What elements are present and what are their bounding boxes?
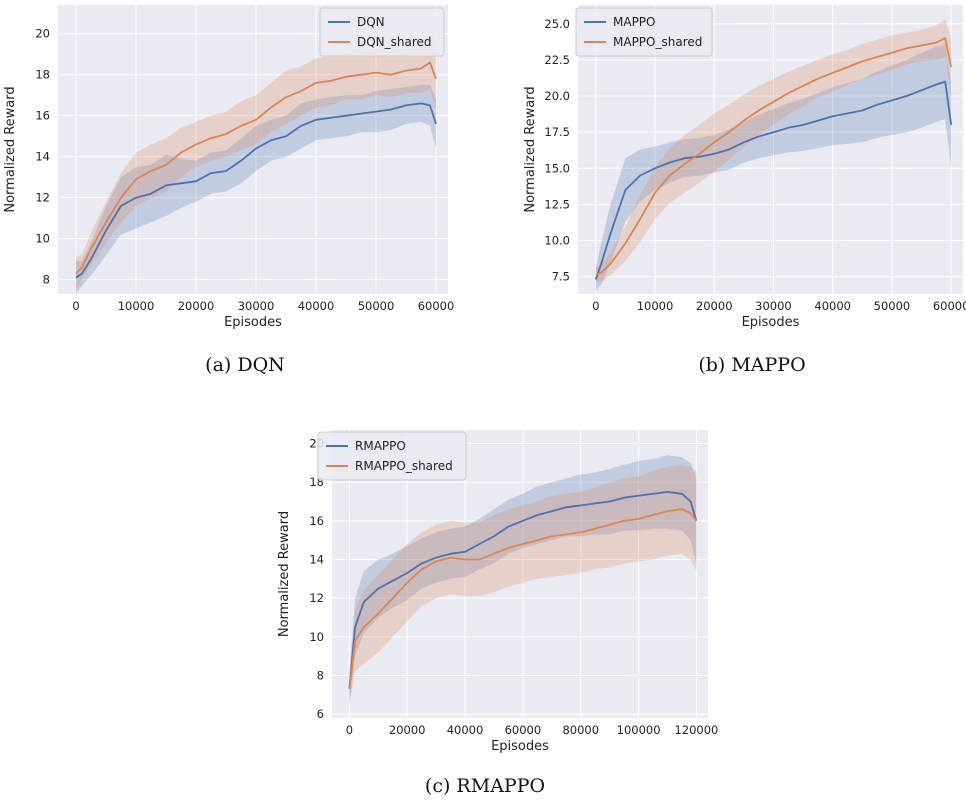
y-tick-label: 25.0 — [544, 17, 570, 31]
panel-rmappo: 0 20000 40000 60000 80000 100000 120000 6 8 10 12 1… — [260, 420, 720, 768]
y-tick-label: 14 — [309, 553, 324, 567]
x-tick-label: 40000 — [447, 723, 484, 737]
x-tick-label: 40000 — [298, 299, 335, 313]
y-tick-label: 7.5 — [552, 270, 570, 284]
x-tick-label: 20000 — [389, 723, 426, 737]
chart-mappo: 0 10000 20000 30000 40000 50000 60000 7.5 10.0 12… — [523, 5, 966, 330]
x-tick-label: 40000 — [814, 299, 851, 313]
y-tick-label: 22.5 — [544, 53, 570, 67]
y-axis-label: Normalized Reward — [3, 86, 18, 212]
legend-box — [319, 7, 445, 57]
x-tick-label: 80000 — [562, 723, 599, 737]
x-axis-label: Episodes — [491, 739, 549, 754]
series-band-MAPPO — [595, 44, 952, 292]
y-tick-label: 16 — [35, 109, 50, 123]
legend-box — [575, 7, 713, 57]
y-tick-label: 17.5 — [544, 125, 570, 139]
x-tick-label: 10000 — [637, 299, 674, 313]
caption-rmappo: (c) RMAPPO — [424, 775, 546, 797]
y-tick-label: 10 — [35, 232, 50, 246]
y-axis-label: Normalized Reward — [277, 511, 292, 637]
y-tick-label: 10.0 — [544, 234, 570, 248]
y-tick-label: 15.0 — [544, 161, 570, 175]
series-line-RMAPPO_shared — [348, 508, 698, 690]
y-tick-label: 8 — [43, 273, 50, 287]
series-band-DQN — [76, 84, 436, 295]
x-tick-label: 120000 — [674, 723, 718, 737]
legend-label: MAPPO — [613, 15, 655, 29]
series-band-RMAPPO — [349, 455, 697, 705]
x-tick-label: 30000 — [755, 299, 792, 313]
x-tick-label: 20000 — [696, 299, 733, 313]
caption-dqn: (a) DQN — [205, 354, 285, 376]
x-tick-label: 30000 — [238, 299, 275, 313]
chart-dqn: 0 10000 20000 30000 40000 50000 60000 8 10 12 14 16… — [3, 5, 455, 330]
y-tick-label: 16 — [309, 514, 324, 528]
x-tick-label: 50000 — [358, 299, 395, 313]
x-tick-label: 60000 — [505, 723, 542, 737]
y-tick-label: 12 — [35, 191, 50, 205]
x-tick-label: 0 — [346, 723, 353, 737]
caption-mappo: (b) MAPPO — [698, 354, 806, 376]
y-tick-label: 6 — [317, 707, 324, 721]
series-line-MAPPO — [594, 80, 953, 280]
y-tick-label: 20 — [35, 27, 50, 41]
chart-rmappo: 0 20000 40000 60000 80000 100000 120000 6 8 10 12 1… — [277, 430, 718, 754]
legend-label: RMAPPO_shared — [355, 459, 453, 473]
series-band-DQN_shared — [76, 35, 436, 290]
legend-box — [317, 431, 467, 481]
legend-label: DQN — [357, 15, 385, 29]
y-tick-label: 18 — [35, 68, 50, 82]
x-axis-label: Episodes — [742, 315, 800, 330]
y-tick-label: 14 — [35, 150, 50, 164]
x-tick-label: 50000 — [874, 299, 911, 313]
y-tick-label: 20.0 — [544, 89, 570, 103]
legend-label: DQN_shared — [357, 35, 432, 49]
x-tick-label: 10000 — [118, 299, 155, 313]
y-tick-label: 10 — [309, 630, 324, 644]
y-axis-label: Normalized Reward — [523, 86, 538, 212]
x-tick-label: 60000 — [933, 299, 966, 313]
series-line-MAPPO_shared — [595, 37, 953, 277]
y-tick-label: 12.5 — [544, 197, 570, 211]
legend-label: MAPPO_shared — [613, 35, 702, 49]
series-line-RMAPPO — [348, 491, 698, 690]
panel-dqn: 0 10000 20000 30000 40000 50000 60000 8 10 12 14 16… — [0, 0, 460, 345]
panel-mappo: 0 10000 20000 30000 40000 50000 60000 7.5 10.0 12… — [500, 0, 966, 345]
series-line-DQN_shared — [75, 61, 437, 275]
x-tick-label: 0 — [592, 299, 599, 313]
y-tick-label: 8 — [317, 668, 324, 682]
x-axis-label: Episodes — [224, 315, 282, 330]
x-tick-label: 0 — [72, 299, 79, 313]
series-line-DQN — [75, 102, 437, 279]
legend-label: RMAPPO — [355, 439, 406, 453]
y-tick-label: 12 — [309, 591, 324, 605]
x-tick-label: 20000 — [178, 299, 215, 313]
x-tick-label: 100000 — [617, 723, 661, 737]
x-tick-label: 60000 — [418, 299, 455, 313]
